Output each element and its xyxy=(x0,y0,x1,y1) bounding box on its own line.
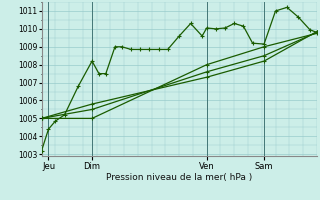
X-axis label: Pression niveau de la mer( hPa ): Pression niveau de la mer( hPa ) xyxy=(106,173,252,182)
